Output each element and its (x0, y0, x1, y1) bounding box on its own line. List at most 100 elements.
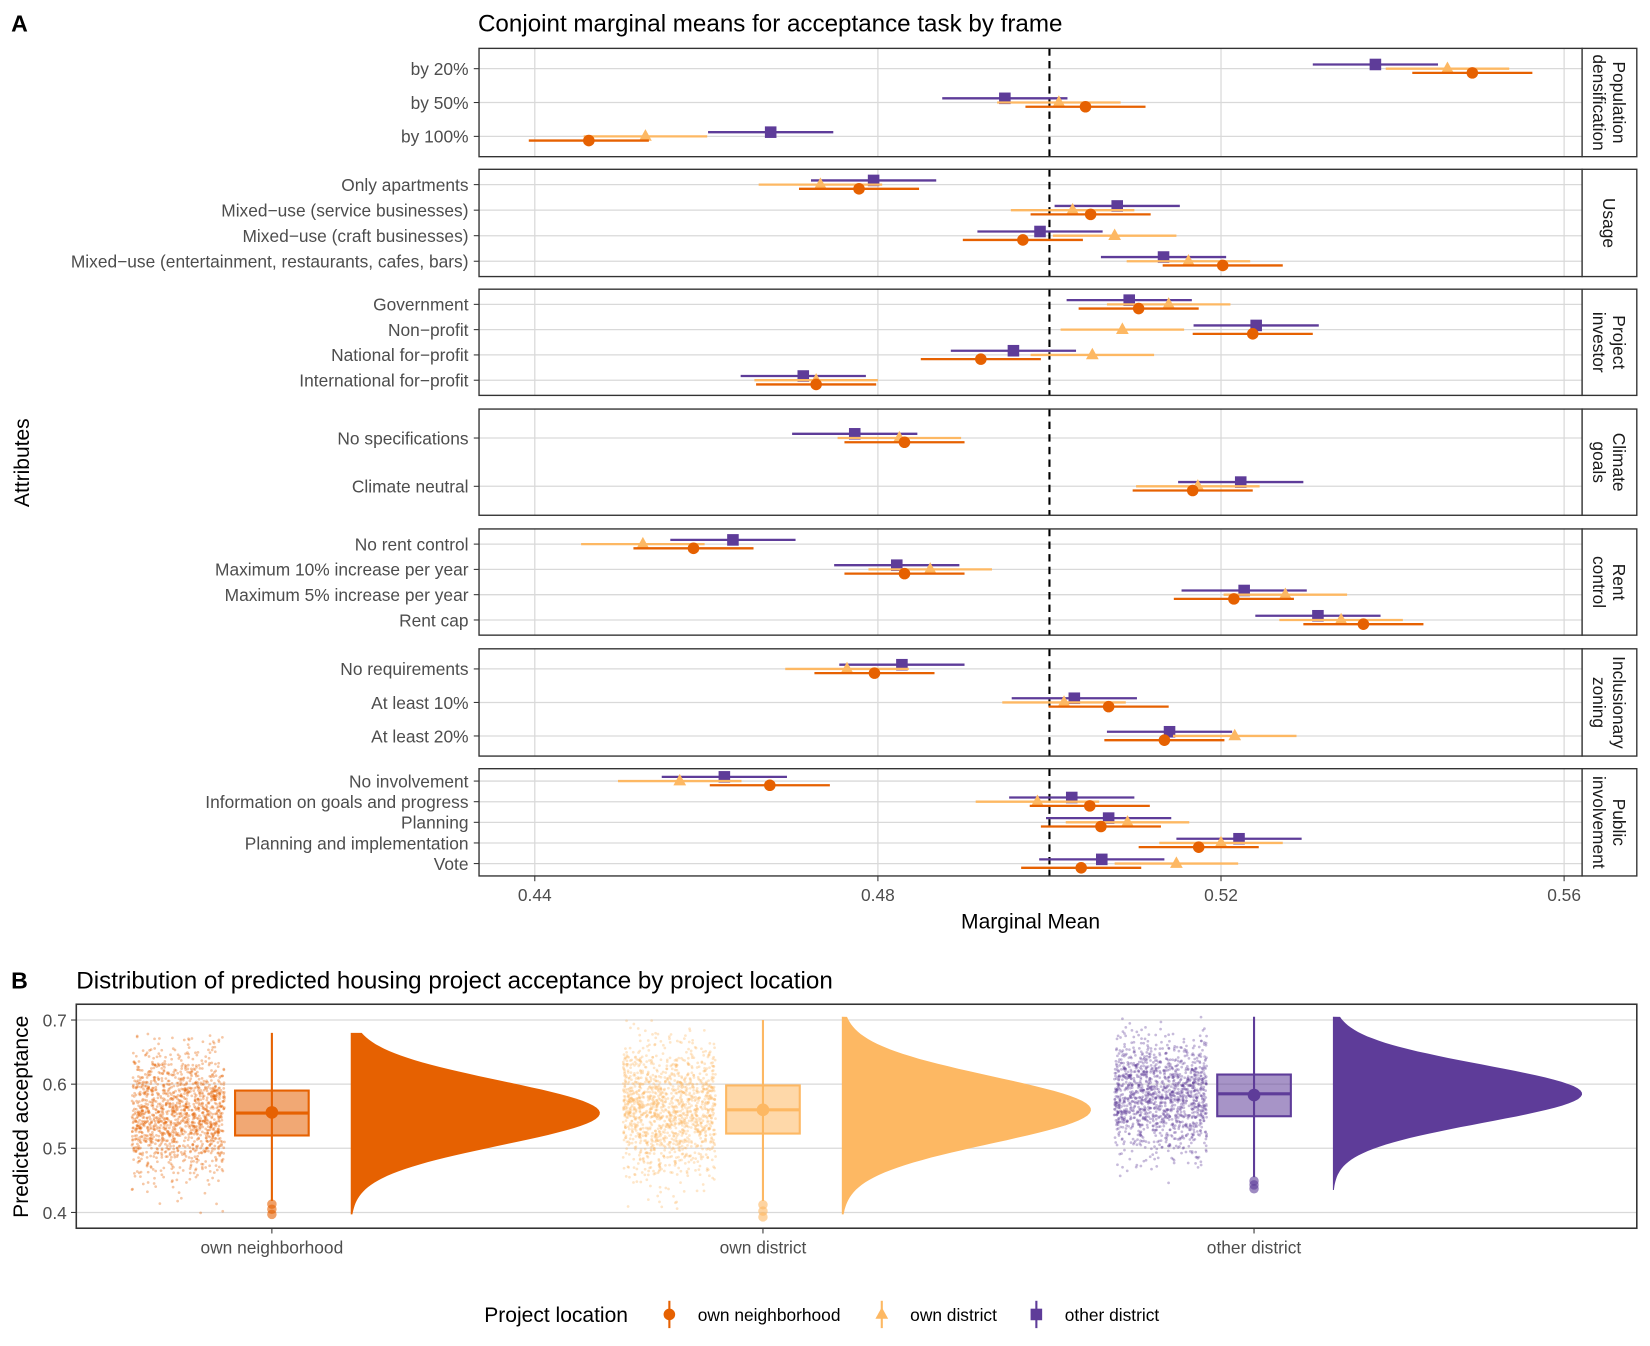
jitter-point (664, 1100, 668, 1104)
jitter-point (1204, 1137, 1208, 1141)
jitter-point (197, 1121, 201, 1125)
jitter-point (683, 1138, 686, 1142)
jitter-point (650, 1088, 654, 1092)
jitter-point (201, 1142, 204, 1146)
jitter-point (1188, 1083, 1192, 1087)
jitter-point (164, 1120, 168, 1124)
jitter-point (673, 1114, 676, 1118)
jitter-point (218, 1120, 221, 1123)
jitter-point (138, 1118, 141, 1122)
jitter-point (641, 1082, 644, 1086)
jitter-point (214, 1164, 218, 1167)
point-circle (1186, 484, 1199, 497)
jitter-point (1198, 1129, 1202, 1133)
jitter-point (682, 1140, 685, 1144)
jitter-point (136, 1068, 140, 1072)
jitter-point (171, 1073, 175, 1077)
jitter-point (194, 1051, 197, 1055)
jitter-point (677, 1166, 681, 1170)
jitter-point (206, 1132, 210, 1135)
jitter-point (1203, 1074, 1207, 1077)
jitter-point (165, 1110, 169, 1114)
jitter-point (213, 1147, 216, 1151)
jitter-point (148, 1136, 152, 1140)
jitter-point (195, 1133, 199, 1136)
jitter-point (166, 1089, 170, 1093)
jitter-point (712, 1085, 716, 1089)
jitter-point (1167, 1181, 1170, 1185)
jitter-point (1149, 1047, 1153, 1050)
jitter-point (1196, 1130, 1199, 1133)
jitter-point (179, 1059, 183, 1062)
jitter-point (1154, 1110, 1158, 1114)
panel-background (479, 528, 1583, 636)
jitter-point (200, 1165, 204, 1169)
jitter-point (180, 1114, 184, 1118)
jitter-point (1172, 1047, 1176, 1050)
y-tick-label: Climate neutral (352, 477, 469, 497)
jitter-point (710, 1107, 714, 1111)
jitter-point (154, 1122, 157, 1126)
jitter-point (1130, 1070, 1133, 1074)
jitter-point (1127, 1056, 1131, 1060)
jitter-point (209, 1142, 212, 1146)
jitter-point (217, 1131, 221, 1134)
y-axis-title: Attributes (11, 418, 34, 507)
jitter-point (130, 1188, 134, 1191)
jitter-point (179, 1115, 182, 1118)
jitter-point (213, 1071, 216, 1074)
jitter-point (131, 1109, 135, 1113)
jitter-point (1143, 1060, 1147, 1063)
jitter-point (1127, 1132, 1131, 1136)
jitter-point (1135, 1030, 1139, 1034)
jitter-point (1192, 1038, 1196, 1042)
jitter-point (172, 1140, 176, 1143)
jitter-point (670, 1130, 674, 1134)
jitter-point (691, 1083, 695, 1087)
jitter-point (136, 1124, 140, 1128)
jitter-point (680, 1041, 683, 1045)
jitter-point (664, 1108, 667, 1111)
jitter-point (1193, 1078, 1197, 1081)
jitter-point (170, 1093, 173, 1097)
jitter-point (205, 1098, 209, 1102)
jitter-point (195, 1128, 199, 1131)
jitter-point (183, 1116, 187, 1120)
jitter-point (215, 1129, 219, 1133)
y-tick-label: Planning (401, 813, 469, 833)
jitter-point (1156, 1107, 1159, 1111)
jitter-point (673, 1059, 677, 1062)
jitter-point (629, 1071, 633, 1074)
jitter-point (663, 1146, 667, 1149)
jitter-point (222, 1099, 226, 1103)
jitter-point (1130, 1096, 1134, 1100)
jitter-point (1204, 1067, 1207, 1070)
jitter-point (156, 1082, 160, 1086)
y-tick-label: Rent cap (399, 610, 468, 630)
jitter-point (1114, 1095, 1118, 1098)
jitter-point (631, 1050, 635, 1054)
jitter-point (140, 1111, 144, 1115)
jitter-point (221, 1090, 224, 1094)
jitter-point (135, 1123, 139, 1127)
jitter-point (174, 1089, 177, 1093)
jitter-point (1165, 1096, 1169, 1099)
jitter-point (176, 1133, 179, 1137)
jitter-point (139, 1126, 143, 1130)
jitter-point (219, 1129, 223, 1133)
point-square (1157, 251, 1170, 263)
point-triangle (1066, 202, 1079, 215)
jitter-point (208, 1128, 212, 1132)
jitter-point (1157, 1090, 1161, 1093)
point-triangle (1121, 815, 1134, 827)
jitter-point (211, 1139, 215, 1143)
jitter-point (648, 1090, 652, 1094)
jitter-point (203, 1118, 207, 1122)
jitter-point (1168, 1039, 1171, 1043)
jitter-point (634, 1108, 638, 1112)
jitter-point (214, 1062, 217, 1066)
jitter-point (146, 1106, 149, 1110)
jitter-point (1178, 1136, 1182, 1140)
jitter-point (151, 1063, 155, 1066)
jitter-point (184, 1124, 188, 1128)
